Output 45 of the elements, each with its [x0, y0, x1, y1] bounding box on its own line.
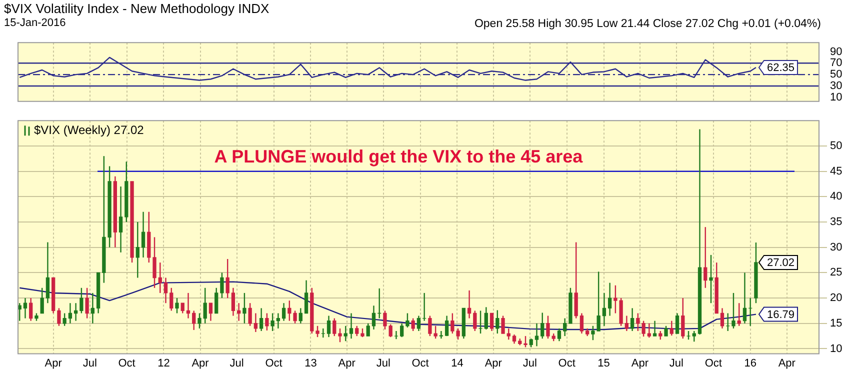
y-tick-label: 50 — [830, 68, 842, 81]
candlestick — [321, 328, 325, 338]
x-tick-label: 12 — [158, 357, 170, 370]
x-tick-label: Jul — [522, 357, 537, 370]
y-tick-label: 25 — [830, 266, 842, 279]
x-tick-label: 15 — [598, 357, 610, 370]
x-tick-label: Apr — [778, 357, 796, 370]
x-tick-label: Oct — [265, 357, 282, 370]
x-tick-label: Apr — [631, 357, 649, 370]
y-tick-label: 10 — [830, 91, 842, 104]
y-tick-label: 15 — [830, 317, 842, 330]
text: Open 25.58 High 30.95 Low 21.44 Close 27.02 Chg +0.01 (+0.04%) — [474, 18, 821, 30]
x-tick-label: Jul — [669, 357, 684, 370]
x-tick-label: Apr — [192, 357, 210, 370]
x-tick-label: Oct — [412, 357, 429, 370]
candlestick — [478, 310, 482, 334]
annotation: A PLUNGE would get the VIX to the 45 area — [214, 146, 584, 167]
x-tick-label: Oct — [704, 357, 722, 370]
x-tick-label: 14 — [451, 357, 464, 370]
y-tick-label: 30 — [830, 241, 842, 254]
legend-label: $VIX (Weekly) 27.02 — [34, 122, 144, 137]
y-tick-label: 20 — [830, 292, 842, 304]
y-tick-label: 45 — [830, 165, 842, 178]
y-tick-label: 35 — [830, 216, 842, 228]
x-tick-label: Jul — [230, 357, 244, 370]
x-tick-label: Oct — [118, 357, 136, 370]
x-tick-label: 13 — [304, 357, 317, 370]
y-tick-label: 10 — [830, 342, 842, 355]
x-tick-label: 16 — [744, 357, 756, 370]
x-tick-label: Jul — [376, 357, 390, 370]
y-tick-label: 50 — [830, 140, 842, 152]
x-tick-label: Jul — [82, 357, 97, 370]
data-label: 16.79 — [766, 308, 794, 321]
y-tick-label: 40 — [830, 190, 842, 203]
y-tick-label: 30 — [830, 80, 842, 92]
chart-title: $VIX Volatility Index - New Methodology INDX — [4, 1, 270, 16]
x-tick-label: Apr — [484, 357, 502, 370]
x-tick-label: Apr — [44, 357, 62, 370]
chart-subtitle: 15-Jan-2016 — [4, 17, 66, 29]
x-tick-label: Oct — [558, 357, 576, 370]
x-tick-label: Apr — [338, 357, 356, 370]
y-tick-label: 70 — [830, 57, 842, 70]
y-tick-label: 90 — [830, 46, 842, 58]
text: 27.02 — [766, 256, 794, 269]
data-label: 62.35 — [766, 62, 794, 74]
